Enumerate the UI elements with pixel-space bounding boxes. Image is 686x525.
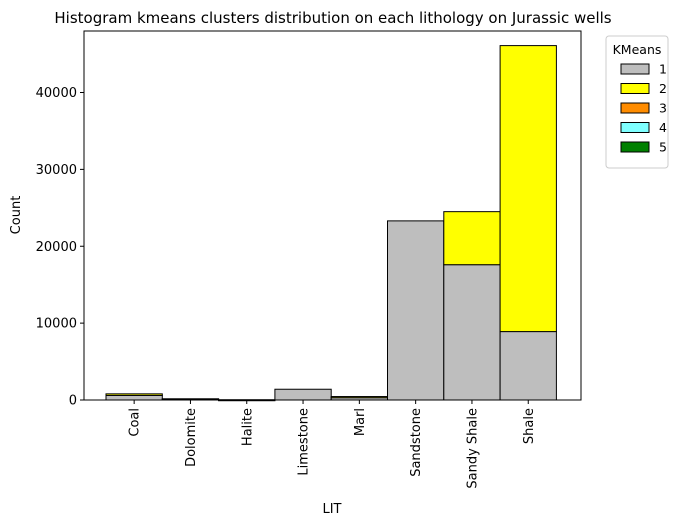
x-axis-label: LIT (322, 502, 341, 517)
bars-group (105, 45, 557, 402)
y-tick-label: 10000 (36, 317, 77, 332)
y-tick-label: 20000 (36, 240, 77, 255)
bar-marl-cluster-2 (330, 396, 389, 399)
legend-swatch-5 (620, 141, 650, 153)
bar-coal-cluster-1 (105, 394, 163, 401)
bar-sandy-shale-cluster-1 (443, 264, 501, 401)
x-tick-label: Sandstone (409, 408, 424, 477)
x-tick-label: Halite (240, 408, 255, 446)
bar-limestone-cluster-1 (274, 388, 332, 401)
bar-dolomite-cluster-2 (161, 398, 220, 401)
legend-label-1: 1 (659, 62, 667, 77)
x-tick-label: Coal (128, 408, 143, 437)
legend-title: KMeans (613, 42, 662, 57)
bar-sandy-shale-cluster-2 (443, 211, 501, 266)
plot-frame (83, 30, 582, 401)
x-tick-label: Dolomite (184, 408, 199, 467)
legend-label-5: 5 (659, 140, 667, 155)
y-axis-label: Count (9, 196, 24, 235)
bar-sandstone-cluster-1 (387, 220, 445, 401)
bar-shale-cluster-2 (499, 45, 557, 333)
legend-label-3: 3 (659, 101, 667, 116)
bar-coal-cluster-2 (105, 393, 163, 396)
x-tick-label: Shale (522, 408, 537, 444)
legend-swatch-1 (620, 63, 650, 75)
legend-swatch-3 (620, 102, 650, 114)
y-tick-label: 30000 (36, 163, 77, 178)
legend: KMeans 1 2 3 4 5 (605, 35, 669, 169)
legend-label-2: 2 (659, 81, 667, 96)
chart-title: Histogram kmeans clusters distribution o… (54, 9, 611, 27)
y-axis: 0 10000 20000 30000 40000 (36, 86, 84, 409)
y-tick-label: 40000 (36, 86, 77, 101)
x-tick-label: Marl (353, 408, 368, 436)
y-tick-label: 0 (69, 394, 77, 409)
x-tick-label: Sandy Shale (465, 408, 480, 489)
x-axis: Coal Dolomite Halite Limestone Marl Sandstone… (128, 400, 537, 489)
legend-label-4: 4 (659, 120, 667, 135)
legend-swatch-4 (620, 122, 650, 133)
x-tick-label: Limestone (297, 408, 312, 476)
bar-shale-cluster-1 (499, 331, 557, 401)
legend-swatch-2 (620, 83, 650, 94)
